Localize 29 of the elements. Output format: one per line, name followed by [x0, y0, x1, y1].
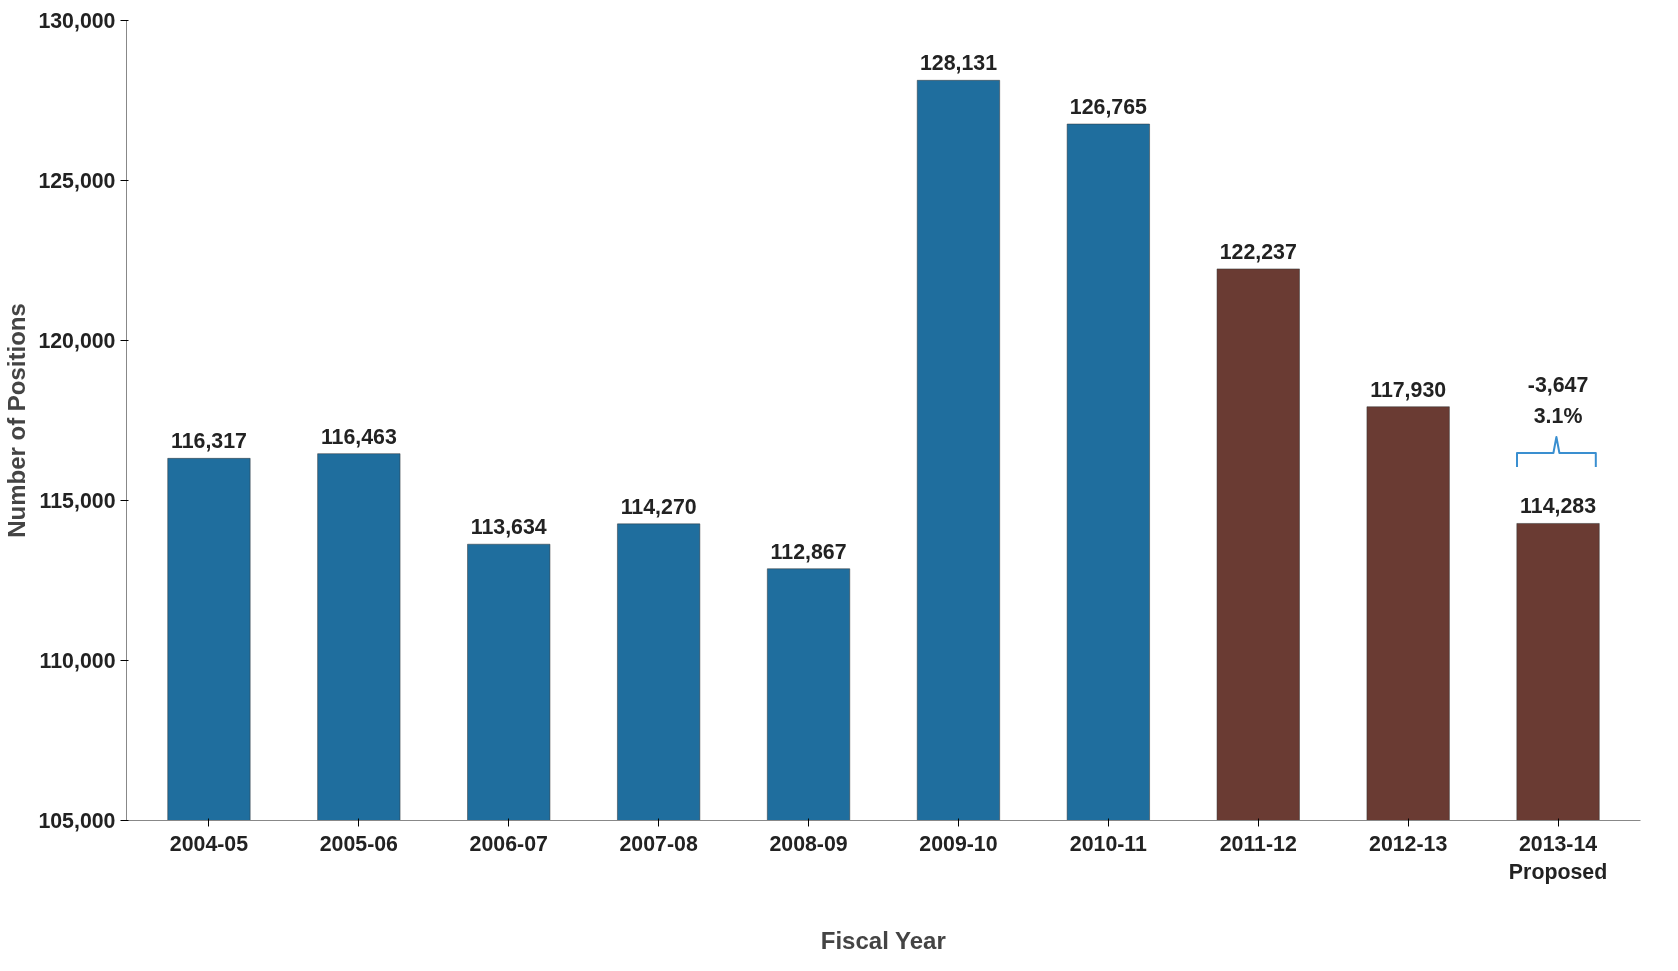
x-tick-label: 2008-09: [769, 831, 848, 856]
y-tick-label: 115,000: [39, 489, 116, 513]
annotation: -3,647 3.1%: [1527, 373, 1589, 429]
y-tick-label: 130,000: [38, 9, 116, 33]
data-label: 114,270: [620, 494, 697, 519]
data-label: 126,765: [1069, 95, 1148, 120]
x-tick-label: 2007-08: [619, 831, 698, 856]
data-label: 114,283: [1520, 494, 1597, 519]
y-tick-label: 120,000: [38, 329, 116, 353]
data-label: 116,317: [170, 429, 247, 454]
x-axis-title: Fiscal Year: [820, 927, 946, 955]
x-tick-label: 2013-14 Proposed: [1508, 831, 1608, 885]
data-label: 122,237: [1219, 239, 1297, 264]
data-label: 116,463: [320, 424, 397, 449]
data-label: 128,131: [919, 51, 998, 76]
x-tick-label: 2011-12: [1219, 831, 1297, 856]
data-label: 113,634: [470, 515, 547, 540]
y-tick-label: 110,000: [39, 649, 116, 673]
x-tick-label: 2010-11: [1069, 831, 1148, 856]
y-tick-label: 125,000: [38, 169, 116, 193]
x-tick-label: 2012-13: [1369, 831, 1448, 856]
y-axis-title: Number of Positions: [3, 303, 31, 538]
data-label: 117,930: [1370, 377, 1447, 402]
data-label: 112,867: [770, 539, 847, 564]
x-tick-label: 2004-05: [169, 831, 249, 856]
x-tick-label: 2006-07: [469, 831, 548, 856]
x-tick-label: 2005-06: [319, 831, 399, 856]
x-tick-label: 2009-10: [919, 831, 998, 856]
y-tick-label: 105,000: [38, 809, 116, 833]
